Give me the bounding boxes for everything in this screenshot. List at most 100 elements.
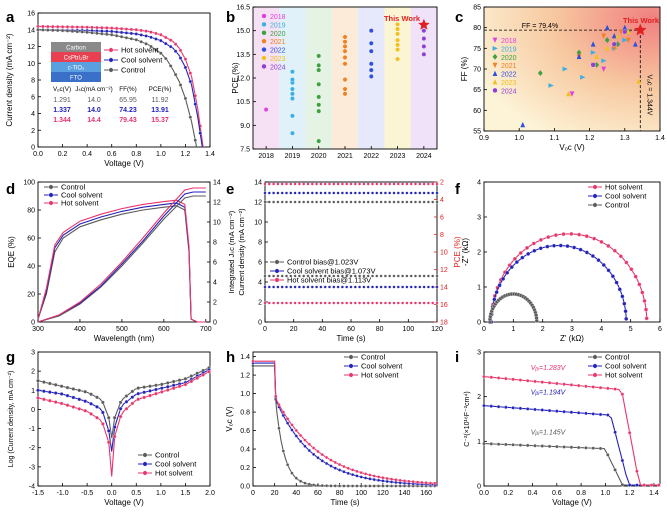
data-point — [376, 478, 381, 482]
pce-point — [370, 301, 375, 305]
legend-label: 2022 — [270, 48, 286, 55]
data-point — [168, 38, 173, 42]
data-point — [398, 484, 402, 488]
data-point — [83, 389, 88, 394]
data-point — [303, 438, 307, 442]
y-tick-label: 0.4 — [240, 447, 250, 454]
y2-axis-label: Integrated Jₛᴄ (mA cm⁻²) — [227, 210, 236, 293]
x-tick-label: 500 — [116, 326, 128, 333]
data-point — [290, 69, 295, 75]
data-point — [606, 453, 610, 457]
data-point — [193, 102, 198, 106]
data-point — [60, 28, 65, 33]
y-tick-label: 40 — [27, 264, 35, 271]
data-point — [298, 439, 303, 444]
data-point — [584, 384, 588, 389]
pce-point — [366, 285, 370, 289]
data-point — [320, 459, 324, 463]
legend-marker — [261, 13, 267, 19]
table-header: PCE(%) — [149, 86, 172, 93]
data-point — [124, 399, 129, 404]
data-point — [395, 56, 400, 62]
data-point — [136, 397, 141, 402]
data-point — [584, 446, 588, 450]
current-point — [375, 182, 379, 186]
legend-item-marker — [348, 363, 354, 369]
x-tick-label: -1.0 — [57, 490, 69, 497]
x-tick-label: 1.4 — [205, 151, 215, 158]
data-point — [71, 405, 76, 409]
data-point — [601, 33, 607, 39]
data-point — [566, 90, 571, 97]
data-point — [149, 44, 153, 49]
data-point — [504, 442, 508, 447]
y-tick-label: 1.4 — [240, 354, 250, 361]
current-point — [276, 182, 280, 186]
current-point — [418, 182, 422, 186]
data-point — [540, 408, 545, 412]
data-point — [629, 267, 634, 272]
data-point — [333, 460, 337, 465]
data-point — [164, 56, 168, 61]
dark-iv-curve — [37, 369, 210, 452]
data-point — [355, 474, 359, 478]
data-point — [576, 53, 582, 59]
data-point — [342, 470, 346, 474]
y-tick-label: -2 — [29, 445, 35, 452]
this-work-star — [634, 23, 647, 36]
year-band — [253, 7, 280, 149]
pce-point — [388, 301, 392, 305]
data-point — [576, 383, 581, 388]
data-point — [159, 51, 163, 55]
current-point — [375, 191, 379, 195]
data-point — [50, 24, 55, 29]
pce-point — [336, 285, 340, 289]
legend-item-marker — [348, 372, 354, 378]
data-point — [65, 403, 70, 408]
data-point — [165, 381, 170, 385]
data-point — [342, 77, 348, 82]
table-cell: 79.43 — [119, 117, 137, 124]
x-tick-label: 1.4 — [649, 490, 659, 497]
current-point — [435, 200, 439, 204]
data-point — [173, 72, 178, 77]
pce-point — [297, 301, 301, 305]
eqe-curve — [37, 199, 206, 323]
data-point — [533, 407, 537, 412]
legend-item-marker — [274, 259, 280, 265]
pce-point — [345, 274, 349, 278]
data-point — [281, 449, 285, 453]
current-point — [267, 200, 271, 204]
data-point — [298, 433, 303, 438]
current-point — [310, 200, 314, 204]
data-point — [324, 455, 329, 460]
table-cell: 15.37 — [151, 117, 169, 124]
table-header: Vₒᴄ(V) — [53, 86, 71, 93]
data-point — [109, 26, 114, 30]
data-point — [144, 34, 148, 38]
data-point — [53, 382, 58, 387]
x-tick-label: 700 — [200, 326, 212, 333]
vbi-label: Vᵦᵢ=1.145V — [531, 430, 567, 437]
data-point — [114, 26, 119, 31]
legend-marker — [261, 55, 267, 61]
y-tick-label: 10 — [254, 220, 262, 227]
table-cell: 65.95 — [119, 97, 137, 104]
y-tick-label: -3 — [29, 464, 35, 471]
data-point — [526, 251, 531, 256]
x-tick-label: 1.0 — [156, 490, 166, 497]
current-point — [409, 182, 413, 186]
data-point — [376, 475, 381, 479]
y-tick-label: 3 — [477, 350, 481, 357]
data-point — [368, 61, 374, 67]
data-point — [316, 449, 320, 454]
x-tick-label: 2020 — [311, 153, 327, 160]
pce-point — [422, 274, 426, 278]
data-point — [100, 32, 104, 36]
pce-point — [409, 285, 413, 289]
current-point — [327, 200, 332, 204]
legend-item-marker — [592, 184, 598, 190]
data-point — [618, 254, 623, 259]
data-point — [53, 391, 58, 395]
data-point — [625, 28, 631, 35]
